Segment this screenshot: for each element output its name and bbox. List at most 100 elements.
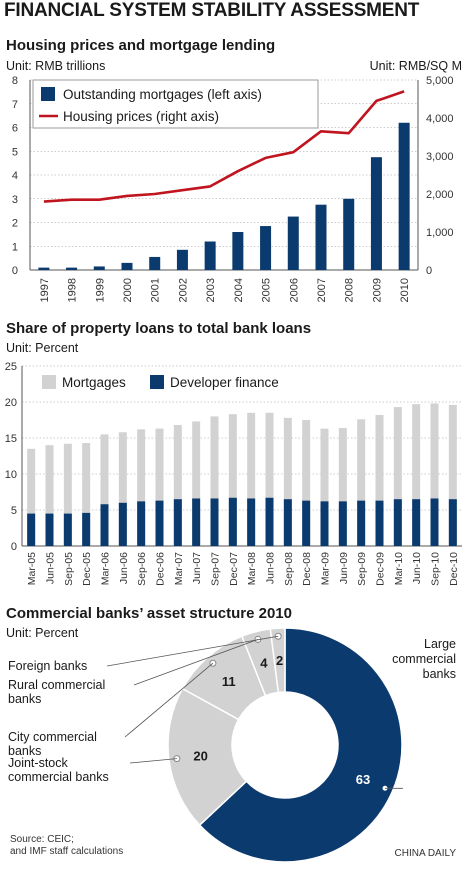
chart1-ytick-right: 3,000 [426, 151, 454, 163]
chart2-xtick: Sep-06 [136, 552, 148, 586]
developer-finance-bar [137, 501, 146, 546]
chart2-legend: Mortgages Developer finance [36, 371, 304, 393]
chart1-xtick: 1999 [94, 278, 106, 302]
credit-label: CHINA DAILY [394, 848, 457, 859]
chart2-xtick: Sep-10 [430, 552, 442, 586]
donut-leader-line [124, 662, 214, 738]
chart2-xtick: Mar-05 [26, 552, 38, 585]
chart2-xtick: Jun-08 [265, 552, 277, 584]
donut-leader-line [129, 758, 177, 764]
mortgages-share-bar [173, 425, 182, 546]
chart2-ytick: 25 [5, 361, 17, 373]
chart1-xtick: 1998 [67, 278, 79, 302]
chart2-xtick: Jun-05 [45, 552, 57, 584]
mortgages-share-bar [320, 428, 329, 546]
housing-price-line [43, 90, 405, 203]
chart1-xtick: 2003 [205, 278, 217, 302]
developer-finance-bar [375, 500, 384, 546]
mortgages-share-bar [338, 427, 347, 546]
mortgage-bar [93, 266, 105, 270]
chart1-xtick: 2002 [177, 278, 189, 302]
chart1-ytick-left: 1 [12, 241, 18, 253]
legend-swatch-mortgages [41, 87, 55, 101]
donut-leader-line [133, 639, 259, 686]
chart1-ytick-left: 8 [12, 75, 18, 87]
donut-slice-label: banks [8, 744, 41, 758]
mortgage-bar [260, 226, 272, 270]
mortgage-bar [287, 216, 299, 270]
chart1-xtick: 2009 [371, 278, 383, 302]
developer-finance-bar [27, 513, 36, 546]
legend-label-mortgages: Outstanding mortgages (left axis) [63, 87, 262, 102]
mortgages-share-bar [412, 404, 421, 546]
legend-swatch-developer-finance [150, 375, 164, 389]
developer-finance-bar [173, 499, 182, 546]
donut-slice-label: Large [424, 637, 456, 651]
donut-slice-value: 63 [356, 772, 370, 787]
chart2-title: Share of property loans to total bank lo… [6, 320, 311, 337]
developer-finance-bar [448, 499, 457, 546]
chart2-xtick: Dec-10 [448, 552, 460, 586]
donut-slice-label: Joint-stock [8, 756, 68, 770]
chart1-xtick: 1997 [39, 278, 51, 302]
chart1-unit-right: Unit: RMB/SQ M [370, 59, 462, 73]
donut-slice-label: commercial banks [8, 770, 109, 784]
source-note: Source: CEIC; and IMF staff calculations [10, 834, 123, 858]
mortgage-bar [204, 241, 216, 270]
developer-finance-bar [118, 502, 127, 546]
developer-finance-bar [155, 500, 164, 546]
chart2-xtick: Dec-07 [228, 552, 240, 586]
mortgage-bar [343, 198, 355, 270]
mortgages-share-bar [375, 414, 384, 546]
chart1-ytick-left: 0 [12, 265, 18, 277]
donut-slice-label: Foreign banks [8, 659, 87, 673]
developer-finance-bar [82, 512, 91, 546]
chart1-xtick: 2007 [316, 278, 328, 302]
chart2-xtick: Sep-09 [356, 552, 368, 586]
chart2-ytick: 0 [11, 541, 17, 553]
mortgages-share-bar [137, 429, 146, 546]
chart1-xtick: 2005 [261, 278, 273, 302]
developer-finance-bar [412, 499, 421, 546]
chart2-xtick: Sep-07 [210, 552, 222, 586]
chart1-ytick-left: 2 [12, 218, 18, 230]
developer-finance-bar [63, 513, 72, 546]
mortgages-share-bar [27, 448, 36, 546]
chart2-xtick: Dec-05 [81, 552, 93, 586]
chart2-unit: Unit: Percent [6, 341, 79, 355]
mortgage-bar [232, 232, 244, 270]
mortgage-bar [370, 157, 382, 270]
chart2-xtick: Mar-08 [246, 552, 258, 585]
legend-label-housing-prices: Housing prices (right axis) [63, 109, 219, 124]
chart2-xtick: Dec-06 [155, 552, 167, 586]
donut-slice-value: 11 [222, 674, 236, 689]
mortgages-share-bar [210, 416, 219, 546]
chart2-xtick: Sep-05 [63, 552, 75, 586]
chart2-xtick: Mar-10 [393, 552, 405, 585]
chart1-legend-box [32, 79, 319, 129]
chart1-unit-left: Unit: RMB trillions [6, 59, 105, 73]
chart1-ytick-right: 2,000 [426, 189, 454, 201]
chart2-xtick: Jun-06 [118, 552, 130, 584]
mortgage-bar [38, 267, 50, 270]
chart2-ytick: 20 [5, 397, 17, 409]
chart1-ytick-right: 0 [426, 265, 432, 277]
mortgages-share-bar [192, 421, 201, 546]
mortgages-share-bar [448, 404, 457, 546]
mortgages-share-bar [247, 412, 256, 546]
chart1-ytick-right: 5,000 [426, 75, 454, 87]
chart1-legend: Outstanding mortgages (left axis) Housin… [32, 79, 319, 129]
mortgage-bar [398, 122, 410, 270]
developer-finance-bar [338, 501, 347, 546]
chart1-ytick-right: 1,000 [426, 227, 454, 239]
donut-slice-value: 2 [276, 653, 283, 668]
chart1-xtick: 2001 [150, 278, 162, 302]
chart2-ytick: 15 [5, 433, 17, 445]
chart3-title: Commercial banks’ asset structure 2010 [6, 605, 292, 622]
developer-finance-bar [192, 498, 201, 546]
donut-leader-line [106, 635, 279, 667]
chart2-xtick: Mar-09 [320, 552, 332, 585]
developer-finance-bar [430, 498, 439, 546]
chart2-xtick: Jun-09 [338, 552, 350, 584]
